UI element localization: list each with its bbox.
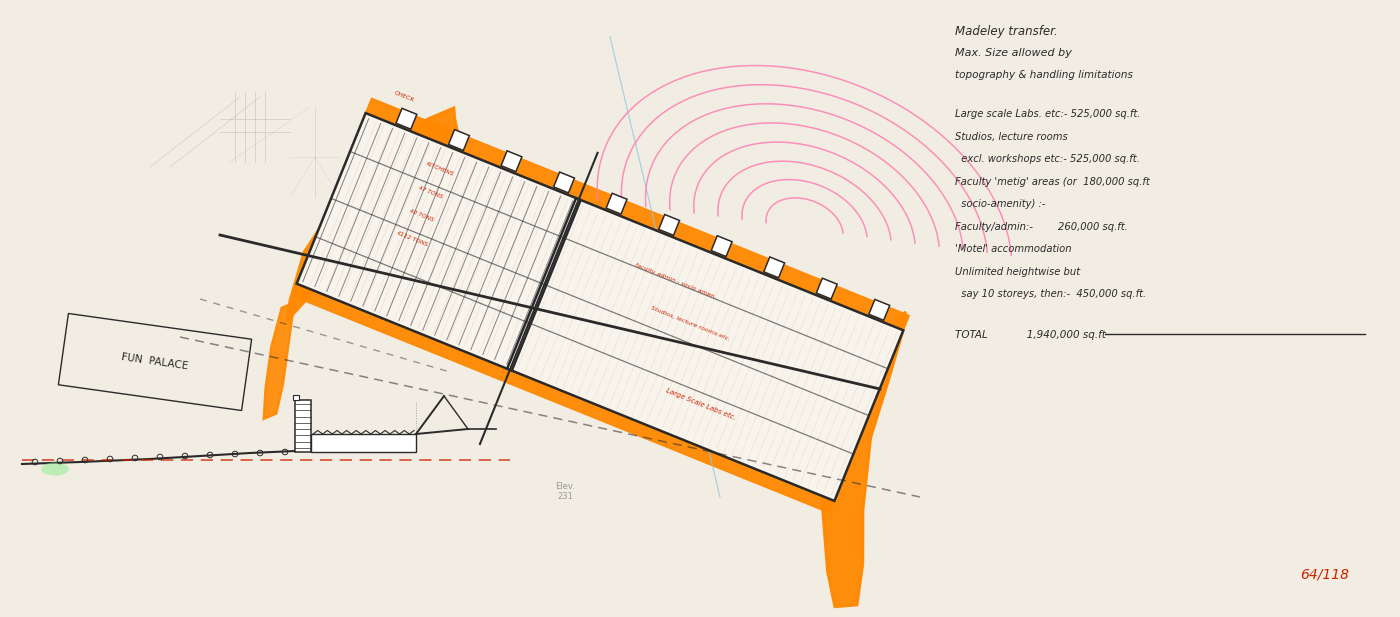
Text: CHECK: CHECK <box>393 90 416 103</box>
Polygon shape <box>263 302 294 419</box>
Polygon shape <box>365 98 910 330</box>
Ellipse shape <box>41 463 69 476</box>
Polygon shape <box>501 151 522 172</box>
Bar <box>295 400 311 452</box>
Text: Elev.
231: Elev. 231 <box>554 482 575 502</box>
Polygon shape <box>869 299 889 320</box>
Polygon shape <box>553 172 574 193</box>
Polygon shape <box>816 278 837 299</box>
Text: 40 TONS: 40 TONS <box>409 209 434 223</box>
Polygon shape <box>606 193 627 214</box>
Text: Faculty 'metig' areas (or  180,000 sq.ft: Faculty 'metig' areas (or 180,000 sq.ft <box>955 176 1149 187</box>
Text: topography & handling limitations: topography & handling limitations <box>955 70 1133 80</box>
Polygon shape <box>764 257 784 278</box>
Text: Faculty/admin:-        260,000 sq.ft.: Faculty/admin:- 260,000 sq.ft. <box>955 222 1128 232</box>
Bar <box>311 434 416 452</box>
Polygon shape <box>659 215 679 235</box>
Text: say 10 storeys, then:-  450,000 sq.ft.: say 10 storeys, then:- 450,000 sq.ft. <box>955 289 1147 299</box>
Text: FUN  PALACE: FUN PALACE <box>120 352 189 371</box>
Polygon shape <box>448 130 469 151</box>
Text: TOTAL            1,940,000 sq.ft: TOTAL 1,940,000 sq.ft <box>955 329 1106 340</box>
Polygon shape <box>711 236 732 257</box>
Text: faculty admin - socio amen.: faculty admin - socio amen. <box>634 263 717 300</box>
Polygon shape <box>297 113 903 501</box>
Text: €112 TONS: €112 TONS <box>396 230 428 247</box>
Text: excl. workshops etc:- 525,000 sq.ft.: excl. workshops etc:- 525,000 sq.ft. <box>955 154 1140 164</box>
Polygon shape <box>820 312 906 607</box>
Polygon shape <box>287 108 459 321</box>
Bar <box>293 395 300 400</box>
Text: Large Scale Labs etc.: Large Scale Labs etc. <box>665 387 736 421</box>
Text: Large scale Labs. etc:- 525,000 sq.ft.: Large scale Labs. etc:- 525,000 sq.ft. <box>955 109 1141 119</box>
Text: Unlimited heightwise but: Unlimited heightwise but <box>955 267 1081 276</box>
Text: 'Motel' accommodation: 'Motel' accommodation <box>955 244 1071 254</box>
Text: 47 TONS: 47 TONS <box>417 185 444 199</box>
Text: socio-amenity) :-: socio-amenity) :- <box>955 199 1046 209</box>
Text: Max. Size allowed by: Max. Size allowed by <box>955 48 1072 57</box>
Text: Studios, lecture rooms: Studios, lecture rooms <box>955 131 1068 142</box>
Polygon shape <box>291 284 834 513</box>
Text: Madeley transfer.: Madeley transfer. <box>955 25 1057 38</box>
Text: 64/118: 64/118 <box>1301 568 1350 582</box>
Text: KITCHENS: KITCHENS <box>426 161 455 177</box>
Polygon shape <box>396 109 417 129</box>
Text: Studios, lecture rooms etc.: Studios, lecture rooms etc. <box>650 306 731 342</box>
